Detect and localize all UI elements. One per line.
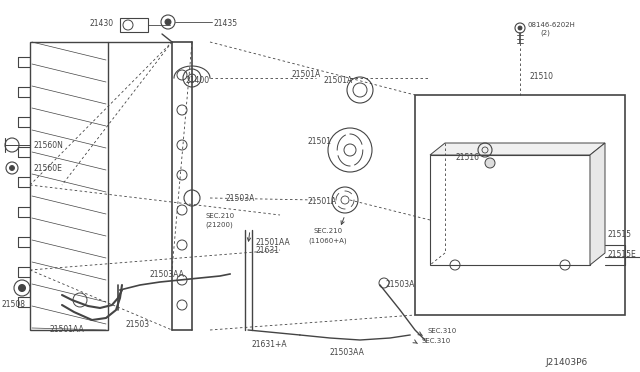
Text: 21435: 21435 (214, 19, 238, 28)
Text: J21403P6: J21403P6 (545, 358, 588, 367)
Text: SEC.210: SEC.210 (313, 228, 342, 234)
Circle shape (165, 19, 171, 25)
Text: 21430: 21430 (90, 19, 114, 28)
Text: 21503AA: 21503AA (150, 270, 185, 279)
Text: SEC.210: SEC.210 (205, 213, 234, 219)
Text: 21631+A: 21631+A (252, 340, 287, 349)
Text: 21503: 21503 (125, 320, 149, 329)
Bar (30, 42, 108, 330)
Text: 21515E: 21515E (608, 250, 637, 259)
Text: 21516: 21516 (455, 153, 479, 162)
Polygon shape (590, 143, 605, 265)
Text: 21503AA: 21503AA (330, 348, 365, 357)
Text: 21510: 21510 (530, 72, 554, 81)
Text: 21501: 21501 (308, 137, 332, 146)
Text: 21631: 21631 (255, 246, 279, 255)
Text: (2): (2) (540, 30, 550, 36)
Circle shape (19, 285, 26, 292)
Circle shape (485, 158, 495, 168)
Text: 21503A: 21503A (386, 280, 415, 289)
Text: 21400: 21400 (186, 76, 210, 85)
Polygon shape (430, 143, 605, 155)
Bar (120, 18, 148, 32)
Circle shape (518, 26, 522, 30)
Circle shape (10, 166, 15, 170)
Text: SEC.310: SEC.310 (427, 328, 456, 334)
Bar (430, 155, 590, 265)
Text: 21560N: 21560N (34, 141, 64, 150)
Text: 21515: 21515 (608, 230, 632, 239)
Text: 21501A: 21501A (307, 197, 336, 206)
Text: 21560E: 21560E (34, 164, 63, 173)
Text: SEC.310: SEC.310 (422, 338, 451, 344)
Text: 21501A: 21501A (292, 70, 321, 79)
Text: 21508: 21508 (2, 300, 26, 309)
Text: (11060+A): (11060+A) (308, 237, 347, 244)
Text: 21501A: 21501A (323, 76, 352, 85)
Bar (415, 95, 625, 315)
Text: 21501AA: 21501AA (256, 238, 291, 247)
Text: (21200): (21200) (205, 222, 233, 228)
Text: 21503A: 21503A (226, 194, 255, 203)
Text: 08146-6202H: 08146-6202H (528, 22, 576, 28)
Text: 21501AA: 21501AA (50, 325, 84, 334)
